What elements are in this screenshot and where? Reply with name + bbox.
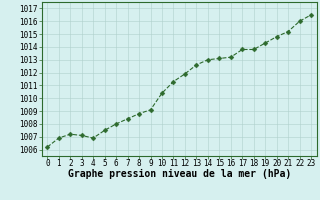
X-axis label: Graphe pression niveau de la mer (hPa): Graphe pression niveau de la mer (hPa) xyxy=(68,169,291,179)
